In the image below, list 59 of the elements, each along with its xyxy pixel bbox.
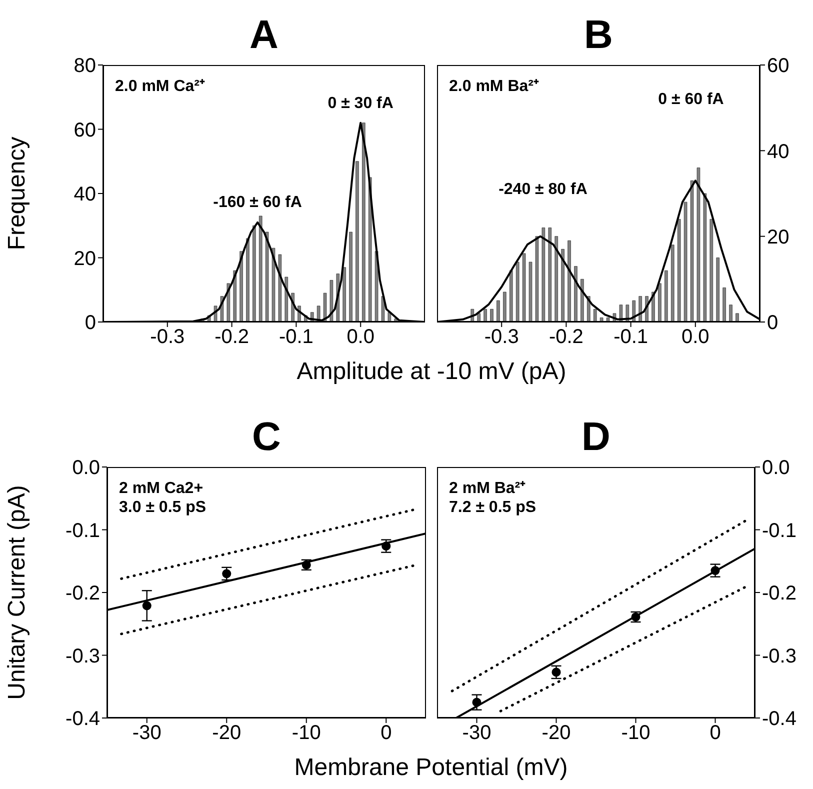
annotation: 2 mM Ba²⁺ bbox=[449, 479, 526, 498]
y-tick-label: 80 bbox=[74, 55, 96, 78]
x-tick-label: -20 bbox=[542, 722, 571, 744]
x-tick-label: 0.0 bbox=[681, 326, 710, 348]
point bbox=[222, 569, 232, 578]
y-tick-label: 60 bbox=[74, 119, 96, 142]
x-tick-label: -10 bbox=[621, 722, 650, 744]
x-tick-label: 0 bbox=[710, 722, 721, 744]
x-tick-label: -0.2 bbox=[214, 326, 250, 348]
annotation: -240 ± 80 fA bbox=[498, 181, 588, 199]
chart-title: C bbox=[251, 415, 282, 459]
y2-tick-label: -0.2 bbox=[762, 582, 796, 605]
y2-tick-label: 0 bbox=[767, 312, 778, 334]
x-axis-title: Amplitude at -10 mV (pA) bbox=[296, 358, 568, 386]
y-tick-label: 0.0 bbox=[72, 457, 100, 480]
x-tick-label: 0.0 bbox=[346, 326, 375, 348]
x-tick-label: -30 bbox=[462, 722, 492, 744]
y-tick-label: 0 bbox=[84, 312, 96, 334]
annotation: 2.0 mM Ba²⁺ bbox=[449, 77, 538, 96]
x-axis-title: Membrane Potential (mV) bbox=[293, 754, 569, 782]
chart-title: B bbox=[583, 13, 614, 57]
point bbox=[710, 566, 720, 576]
y2-tick-label: -0.3 bbox=[762, 645, 796, 668]
y2-tick-label: 40 bbox=[767, 140, 790, 163]
x-tick-label: -0.1 bbox=[278, 326, 314, 348]
y-axis-title: Unitary Current (pA) bbox=[4, 485, 31, 700]
y2-tick-label: 60 bbox=[767, 55, 790, 78]
y-tick-label: 40 bbox=[74, 184, 96, 206]
x-tick-label: -0.3 bbox=[484, 326, 519, 348]
y-tick-label: -0.3 bbox=[66, 645, 100, 668]
y-tick-label: 20 bbox=[74, 248, 96, 270]
point bbox=[142, 601, 152, 610]
annotation: 0 ± 30 fA bbox=[326, 94, 394, 113]
point bbox=[382, 542, 391, 551]
y2-tick-label: 20 bbox=[767, 226, 790, 248]
y-tick-label: -0.2 bbox=[66, 582, 100, 605]
chart-title: A bbox=[248, 13, 280, 57]
y2-tick-label: -0.1 bbox=[762, 520, 796, 542]
x-tick-label: -30 bbox=[132, 722, 162, 744]
x-tick-label: -20 bbox=[212, 722, 242, 744]
y2-tick-label: 0.0 bbox=[762, 457, 790, 480]
x-tick-label: -10 bbox=[292, 722, 321, 744]
annotation: -160 ± 60 fA bbox=[212, 194, 303, 212]
y2-tick-label: -0.4 bbox=[762, 708, 796, 730]
chart-title: D bbox=[580, 415, 612, 459]
x-tick-label: -0.3 bbox=[150, 326, 185, 348]
point bbox=[552, 668, 561, 677]
point bbox=[472, 698, 482, 707]
annotation: 2.0 mM Ca²⁺ bbox=[115, 77, 204, 96]
x-tick-label: -0.1 bbox=[614, 326, 648, 348]
annotation: 2 mM Ca2+ bbox=[119, 479, 204, 498]
annotation: 3.0 ± 0.5 pS bbox=[119, 498, 206, 517]
y-axis-title: Frequency bbox=[4, 136, 31, 250]
x-tick-label: -0.2 bbox=[548, 326, 584, 348]
annotation: 0 ± 60 fA bbox=[657, 91, 725, 109]
x-tick-label: 0 bbox=[380, 722, 392, 744]
y-tick-label: -0.1 bbox=[66, 520, 100, 542]
y-tick-label: -0.4 bbox=[66, 708, 100, 730]
annotation: 7.2 ± 0.5 pS bbox=[449, 498, 536, 517]
